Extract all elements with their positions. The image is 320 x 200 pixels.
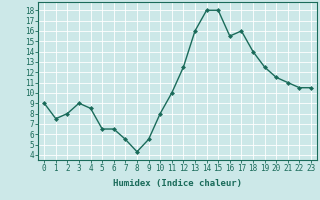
X-axis label: Humidex (Indice chaleur): Humidex (Indice chaleur) — [113, 179, 242, 188]
